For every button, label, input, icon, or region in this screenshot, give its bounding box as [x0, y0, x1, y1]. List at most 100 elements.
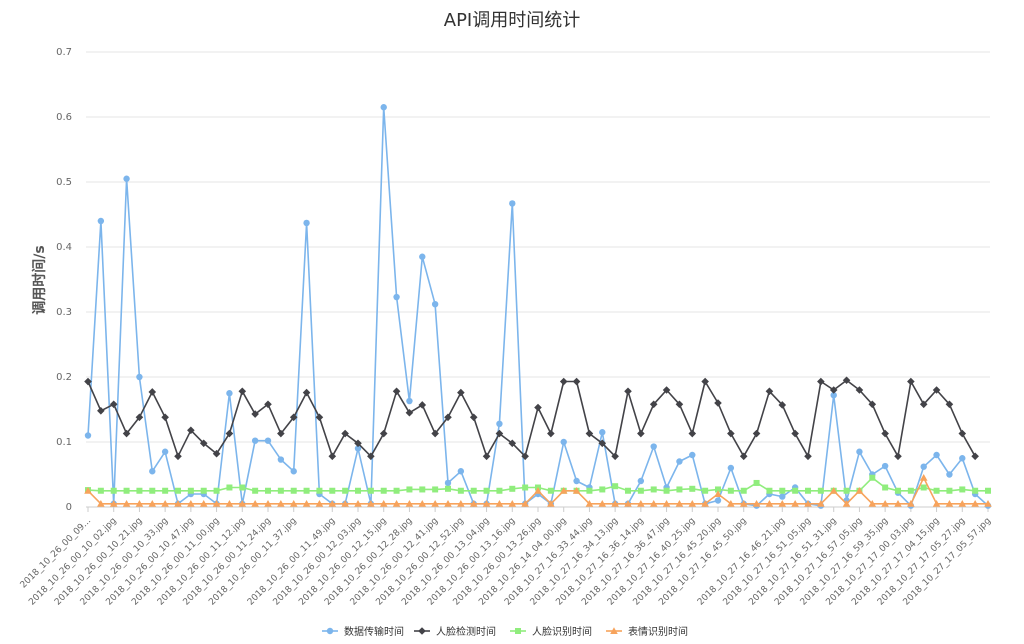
legend-marker[interactable] — [326, 627, 334, 635]
data-point[interactable] — [612, 483, 619, 490]
legend-marker[interactable] — [515, 628, 521, 634]
data-point[interactable] — [932, 386, 941, 394]
data-point[interactable] — [959, 486, 966, 493]
data-point[interactable] — [946, 471, 953, 478]
data-point[interactable] — [495, 499, 504, 507]
data-point[interactable] — [148, 388, 157, 396]
data-point[interactable] — [187, 426, 195, 435]
data-point[interactable] — [547, 499, 555, 507]
data-point[interactable] — [419, 486, 426, 493]
data-point[interactable] — [329, 487, 336, 494]
data-point[interactable] — [225, 499, 234, 507]
data-point[interactable] — [290, 468, 297, 475]
data-point[interactable] — [328, 452, 337, 461]
data-point[interactable] — [367, 499, 375, 507]
data-point[interactable] — [122, 499, 131, 507]
data-point[interactable] — [752, 429, 761, 438]
data-point[interactable] — [675, 400, 684, 409]
data-point[interactable] — [457, 468, 465, 475]
legend-item[interactable]: 人脸识别时间 — [510, 625, 592, 638]
data-point[interactable] — [752, 499, 761, 507]
data-point[interactable] — [766, 487, 773, 494]
data-point[interactable] — [277, 429, 285, 438]
data-point[interactable] — [367, 452, 375, 461]
data-point[interactable] — [662, 499, 671, 507]
data-point[interactable] — [380, 487, 387, 494]
data-point[interactable] — [739, 499, 748, 507]
data-point[interactable] — [624, 387, 632, 396]
data-point[interactable] — [805, 487, 811, 494]
data-point[interactable] — [406, 486, 413, 493]
data-point[interactable] — [650, 443, 657, 450]
data-point[interactable] — [727, 499, 735, 507]
legend-marker[interactable] — [418, 627, 426, 635]
data-point[interactable] — [572, 486, 581, 494]
data-point[interactable] — [895, 487, 901, 494]
data-point[interactable] — [688, 499, 697, 507]
data-point[interactable] — [830, 392, 837, 399]
data-point[interactable] — [650, 486, 657, 493]
data-point[interactable] — [701, 499, 709, 507]
data-point[interactable] — [175, 487, 181, 494]
data-point[interactable] — [316, 487, 323, 494]
data-point[interactable] — [135, 499, 144, 507]
data-point[interactable] — [547, 487, 554, 494]
data-point[interactable] — [599, 429, 606, 436]
data-point[interactable] — [508, 499, 517, 507]
data-point[interactable] — [277, 487, 284, 494]
data-point[interactable] — [894, 499, 902, 507]
data-point[interactable] — [200, 487, 207, 494]
data-point[interactable] — [238, 387, 247, 396]
data-point[interactable] — [355, 487, 361, 494]
data-point[interactable] — [445, 485, 451, 492]
data-point[interactable] — [727, 487, 734, 494]
data-point[interactable] — [482, 452, 491, 461]
data-point[interactable] — [804, 452, 812, 461]
data-point[interactable] — [136, 487, 143, 494]
data-point[interactable] — [496, 487, 503, 494]
data-point[interactable] — [379, 429, 388, 438]
data-point[interactable] — [855, 486, 864, 494]
data-point[interactable] — [765, 499, 774, 507]
data-point[interactable] — [855, 386, 864, 394]
data-point[interactable] — [97, 499, 105, 507]
data-point[interactable] — [753, 479, 760, 486]
data-point[interactable] — [985, 487, 991, 494]
data-point[interactable] — [894, 452, 902, 461]
data-point[interactable] — [572, 377, 581, 386]
data-point[interactable] — [123, 487, 130, 494]
data-point[interactable] — [431, 301, 439, 308]
data-point[interactable] — [470, 487, 477, 494]
data-point[interactable] — [598, 439, 607, 448]
data-point[interactable] — [239, 484, 246, 491]
data-point[interactable] — [264, 400, 272, 409]
data-point[interactable] — [920, 484, 927, 491]
data-point[interactable] — [637, 429, 645, 438]
data-point[interactable] — [932, 499, 941, 507]
data-point[interactable] — [843, 487, 850, 494]
data-point[interactable] — [945, 400, 954, 409]
data-point[interactable] — [984, 499, 992, 507]
data-point[interactable] — [212, 499, 221, 507]
data-point[interactable] — [149, 487, 156, 494]
data-point[interactable] — [522, 484, 529, 491]
data-point[interactable] — [238, 499, 247, 507]
data-point[interactable] — [354, 439, 362, 448]
data-point[interactable] — [559, 486, 568, 494]
data-point[interactable] — [341, 499, 349, 507]
data-point[interactable] — [792, 487, 799, 494]
data-point[interactable] — [444, 499, 452, 507]
data-point[interactable] — [97, 407, 105, 415]
data-point[interactable] — [611, 452, 619, 461]
data-point[interactable] — [599, 486, 606, 493]
data-point[interactable] — [405, 499, 414, 507]
data-point[interactable] — [778, 401, 787, 409]
data-point[interactable] — [559, 377, 568, 386]
data-point[interactable] — [573, 477, 580, 485]
data-point[interactable] — [586, 487, 593, 494]
data-point[interactable] — [289, 499, 298, 507]
data-point[interactable] — [495, 429, 504, 438]
data-point[interactable] — [457, 499, 465, 507]
data-point[interactable] — [882, 484, 889, 491]
legend-item[interactable]: 数据传输时间 — [322, 625, 404, 638]
